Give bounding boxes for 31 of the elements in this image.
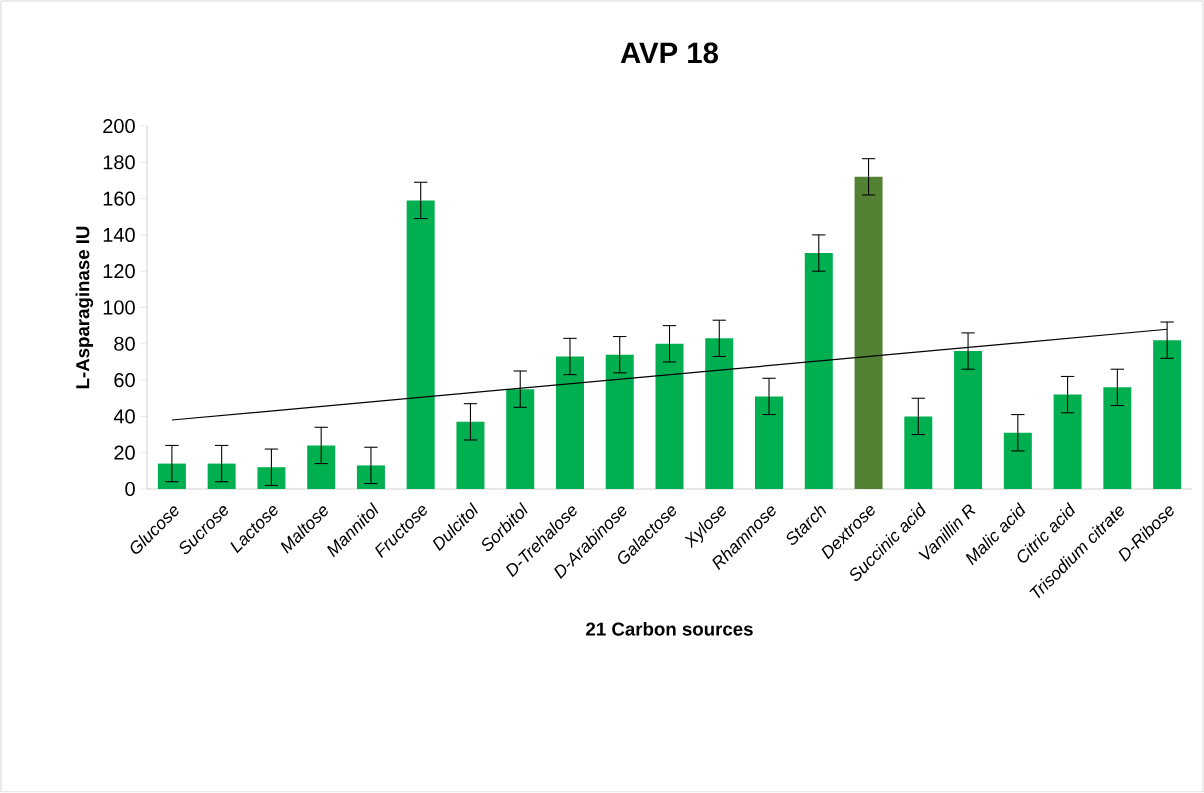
y-tick-label: 80 — [114, 336, 135, 351]
bar — [1103, 387, 1132, 489]
bar — [406, 200, 435, 489]
bar — [904, 416, 933, 489]
chart-title: AVP 18 — [620, 42, 719, 64]
bar — [1003, 432, 1032, 489]
bar — [555, 356, 584, 489]
x-axis-title: 21 Carbon sources — [586, 621, 753, 636]
y-tick-label: 200 — [103, 118, 135, 134]
y-tick-label: 160 — [103, 191, 135, 206]
y-tick-label: 40 — [113, 409, 135, 424]
y-tick-label: 140 — [103, 227, 135, 242]
y-tick-label: 20 — [114, 445, 135, 460]
y-tick-label: 120 — [103, 264, 135, 279]
y-tick-label: 180 — [103, 155, 135, 170]
bar — [506, 389, 535, 489]
y-tick-label: 100 — [103, 300, 135, 315]
bar — [854, 176, 883, 489]
bar — [1153, 340, 1182, 489]
bar — [804, 253, 833, 489]
bar — [655, 343, 684, 489]
bar — [307, 445, 336, 489]
bar — [755, 396, 784, 489]
bar — [1053, 394, 1082, 489]
bar — [705, 338, 734, 489]
bar — [605, 354, 634, 489]
y-tick-label: 0 — [125, 481, 135, 497]
bar — [954, 351, 983, 489]
y-axis-title: L-Asparaginase IU — [75, 226, 94, 389]
bar — [456, 421, 485, 489]
y-tick-label: 60 — [114, 373, 135, 388]
